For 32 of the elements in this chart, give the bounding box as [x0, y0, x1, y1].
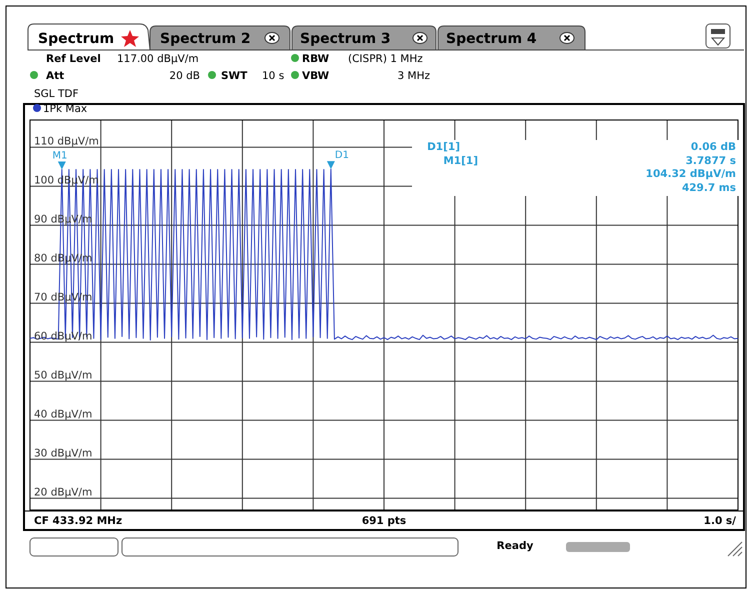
text: Spectrum: [38, 31, 114, 47]
annotation: D1: [334, 150, 349, 162]
text: CF 433.92 MHz: [34, 515, 122, 527]
text: (CISPR) 1 MHz: [348, 53, 424, 65]
annotation: M1[1]: [443, 155, 478, 167]
y-tick-label: 20 dBµV/m: [34, 486, 92, 498]
text: Att: [46, 70, 64, 82]
text: 10 s: [262, 70, 284, 82]
text: 1.0 s/: [704, 515, 736, 527]
text: VBW: [302, 70, 330, 82]
annotation: 3.7877 s: [686, 155, 736, 167]
text: Ready: [496, 540, 534, 552]
text: Spectrum 2: [160, 31, 251, 47]
text: RBW: [302, 53, 330, 65]
text: SGL TDF: [34, 88, 79, 100]
text: 117.00 dBµV/m: [117, 53, 199, 65]
annotation: D1[1]: [427, 141, 460, 153]
text: Ref Level: [46, 53, 101, 65]
annotation: 0.06 dB: [690, 141, 736, 153]
y-tick-label: 40 dBµV/m: [34, 408, 92, 420]
y-tick-label: 30 dBµV/m: [34, 447, 92, 460]
text: Spectrum 4: [446, 31, 537, 47]
text: SWT: [221, 70, 248, 82]
text: 691 pts: [362, 515, 406, 527]
text: 20 dB: [169, 70, 200, 82]
text: 3 MHz: [398, 70, 430, 82]
y-tick-label: 50 dBµV/m: [34, 369, 92, 382]
annotation: M1: [52, 150, 68, 162]
text: Spectrum 3: [300, 31, 391, 47]
annotation: 429.7 ms: [682, 182, 736, 194]
y-tick-label: 110 dBµV/m: [34, 135, 99, 148]
annotation: 104.32 dBµV/m: [646, 168, 736, 180]
